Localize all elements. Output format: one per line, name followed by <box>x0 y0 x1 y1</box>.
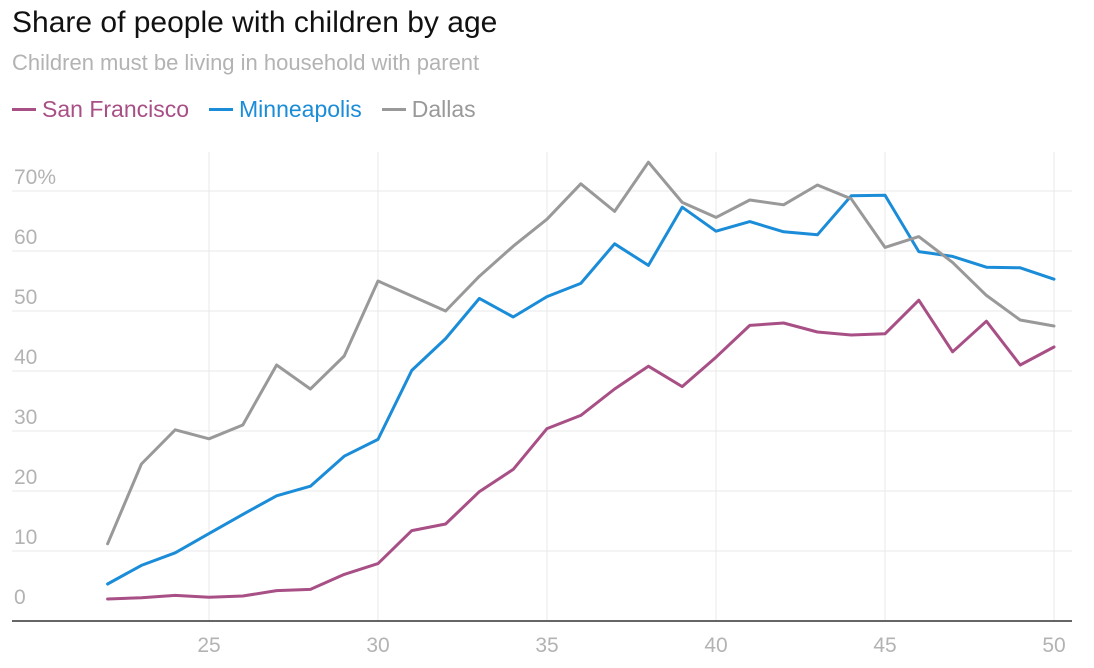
x-tick-label: 40 <box>704 634 727 657</box>
x-tick-label: 35 <box>535 634 558 657</box>
y-tick-label: 50 <box>14 286 37 309</box>
legend-swatch-dallas <box>381 108 406 111</box>
legend-label-minneapolis: Minneapolis <box>239 96 362 122</box>
x-tick-label: 30 <box>366 634 389 657</box>
legend-item-san-francisco: San Francisco <box>12 96 189 123</box>
y-tick-label: 10 <box>14 526 37 549</box>
series-line-minneapolis <box>106 193 1056 586</box>
y-tick-label: 70% <box>14 166 56 189</box>
y-tick-label: 60 <box>14 226 37 249</box>
legend-swatch-san-francisco <box>12 108 36 111</box>
series-line-dallas <box>106 160 1056 546</box>
legend-item-dallas: Dallas <box>381 96 476 123</box>
x-tick-label: 25 <box>197 634 220 657</box>
chart-title: Share of people with children by age <box>12 6 498 39</box>
legend-label-san-francisco: San Francisco <box>42 96 190 122</box>
y-tick-label: 20 <box>14 466 37 489</box>
legend-item-minneapolis: Minneapolis <box>209 96 362 123</box>
y-tick-label: 0 <box>14 586 26 609</box>
legend-swatch-minneapolis <box>209 108 234 111</box>
series-line-san-francisco <box>106 298 1056 601</box>
legend: San Francisco Minneapolis Dallas <box>12 96 476 123</box>
x-tick-label: 50 <box>1042 634 1065 657</box>
chart-subtitle: Children must be living in household wit… <box>12 50 480 75</box>
legend-label-dallas: Dallas <box>411 96 476 122</box>
y-tick-label: 40 <box>14 346 37 369</box>
y-tick-label: 30 <box>14 406 37 429</box>
x-tick-label: 45 <box>873 634 896 657</box>
